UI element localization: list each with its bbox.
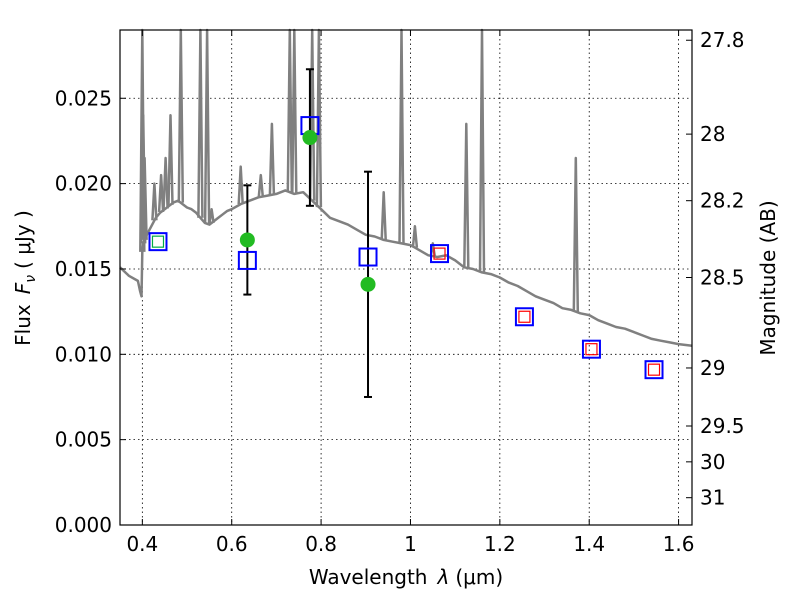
y-axis-label-unit: ( μJy ) — [11, 210, 35, 269]
emission-line — [478, 28, 486, 273]
y2-tick-label: 31 — [700, 486, 725, 510]
y2-tick-label: 27.8 — [700, 28, 745, 52]
emission-line — [380, 190, 387, 240]
x-tick-label: 1 — [404, 532, 417, 556]
y-axis-label-prefix: Flux — [11, 304, 35, 346]
emission-line — [411, 225, 419, 248]
emission-line — [572, 156, 580, 312]
spectrum-continuum — [119, 189, 693, 348]
x-axis-label-symbol: λ — [437, 565, 450, 589]
emission-line — [157, 173, 165, 213]
emission-line — [286, 28, 294, 193]
emission-line — [257, 173, 265, 197]
y2-tick-label: 29 — [700, 356, 725, 380]
emission-line — [291, 28, 298, 194]
x-tick-label: 1.4 — [573, 532, 605, 556]
x-tick-label: 0.6 — [216, 532, 248, 556]
emission-line — [197, 28, 204, 218]
model-flux-square — [581, 339, 601, 359]
model-flux-square — [514, 307, 534, 327]
inner-flux-square — [647, 363, 661, 376]
y-tick-label: 0.005 — [55, 428, 112, 452]
y-tick-label: 0.010 — [55, 342, 112, 366]
observed-flux-point — [239, 232, 255, 248]
y-axis-label: Flux Fν ( μJy ) — [11, 210, 39, 346]
model-flux-square — [237, 250, 257, 270]
spectrum — [119, 28, 693, 348]
inner-flux-square — [151, 235, 165, 248]
emission-line — [151, 182, 158, 221]
emission-line — [162, 156, 169, 209]
photometry-markers — [148, 116, 664, 380]
y2-tick-label: 28.2 — [700, 189, 745, 213]
emission-line — [167, 114, 174, 205]
right-axis-label: Magnitude (AB) — [756, 200, 780, 355]
y2-tick-label: 30 — [700, 450, 725, 474]
x-axis-label-prefix: Wavelength — [309, 565, 428, 589]
y-axis-label-symbol: F — [11, 282, 35, 294]
y-tick-label: 0.015 — [55, 257, 112, 281]
inner-flux-square — [433, 247, 446, 260]
y-axis-label-subscript: ν — [23, 275, 39, 283]
emission-line — [203, 28, 211, 224]
emission-line — [208, 207, 215, 224]
model-flux-square — [430, 244, 450, 264]
model-flux-square — [358, 247, 378, 267]
inner-flux-square — [585, 343, 598, 356]
inner-flux-square — [518, 310, 531, 323]
y-tick-label: 0.025 — [55, 86, 112, 110]
emission-line — [398, 28, 405, 244]
x-tick-label: 1.6 — [663, 532, 695, 556]
x-tick-label: 0.8 — [305, 532, 337, 556]
y2-tick-label: 28.5 — [700, 266, 745, 290]
emission-line — [141, 156, 148, 240]
observed-flux-point — [302, 130, 318, 146]
y-tick-label: 0.000 — [55, 513, 112, 537]
model-flux-square — [148, 232, 168, 252]
y2-tick-label: 28 — [700, 122, 725, 146]
model-flux-square — [644, 360, 664, 380]
error-bars — [243, 68, 373, 398]
emission-line — [463, 122, 470, 268]
x-tick-label: 1.2 — [484, 532, 516, 556]
observed-flux-point — [360, 276, 376, 292]
x-axis-label-unit: (μm) — [455, 565, 503, 589]
emission-line — [268, 122, 276, 195]
axis-ticks: 0.4 0.6 0.8 1 1.2 1.4 1.6 0.000 0.005 0.010 0.015 0… — [55, 28, 745, 556]
emission-line — [177, 28, 185, 203]
emission-line — [237, 165, 244, 205]
y-tick-label: 0.020 — [55, 172, 112, 196]
y2-tick-label: 29.5 — [700, 414, 745, 438]
x-axis-label: Wavelength λ (μm) — [309, 565, 503, 589]
x-tick-label: 0.4 — [126, 532, 158, 556]
